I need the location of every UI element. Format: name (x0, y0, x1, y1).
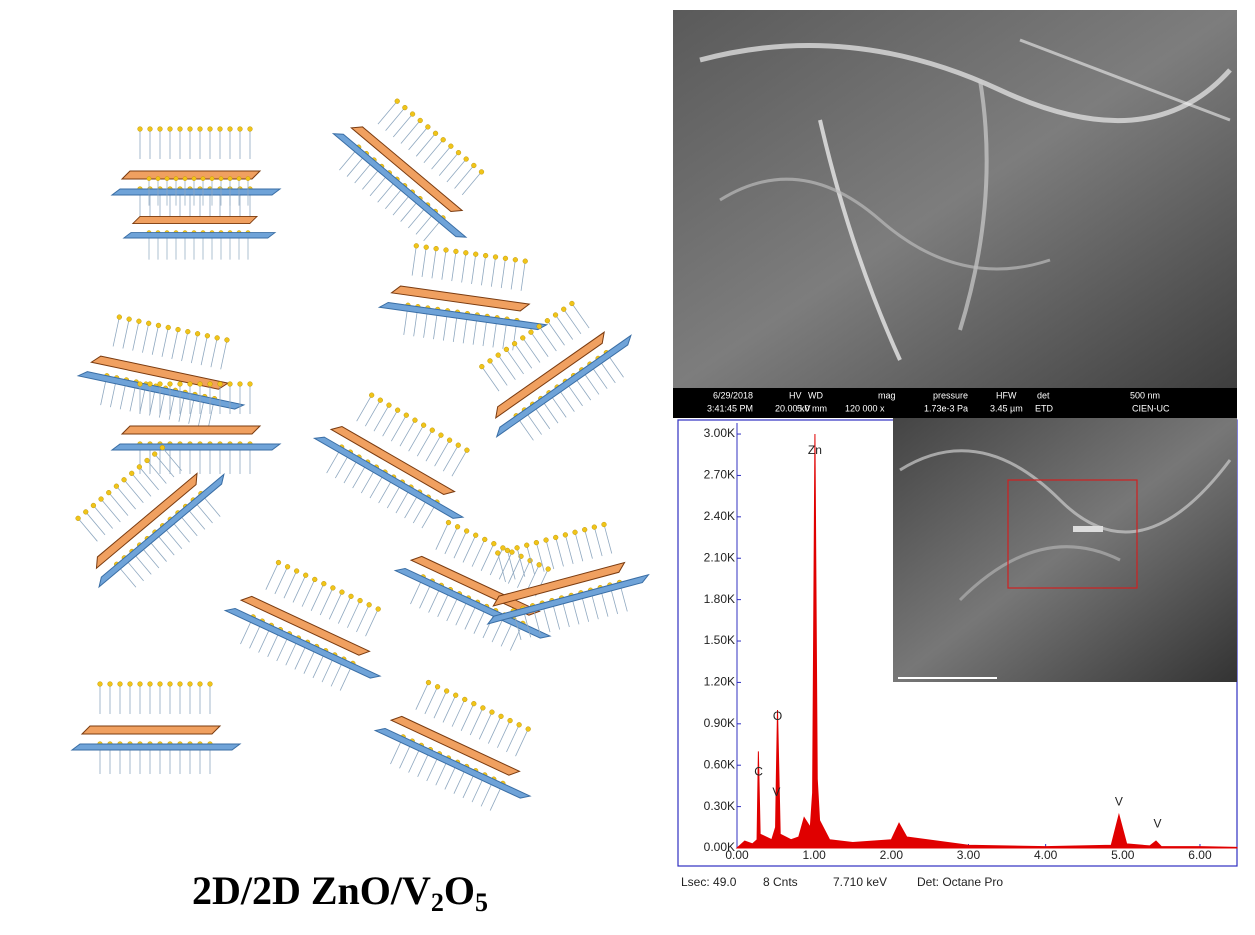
schematic (55, 81, 656, 823)
x-tick-label: 2.00 (880, 848, 904, 862)
caption: 2D/2D ZnO/V2O5 (192, 868, 488, 917)
peak-label: O (773, 709, 782, 723)
x-tick-label: 4.00 (1034, 848, 1058, 862)
sem-info-text: pressure (933, 390, 968, 400)
x-tick-label: 6.00 (1188, 848, 1212, 862)
caption-sub: 5 (475, 888, 488, 917)
x-tick-label: 1.00 (802, 848, 826, 862)
y-tick-label: 2.10K (704, 550, 735, 564)
y-tick-label: 1.50K (704, 633, 735, 647)
sem-info-text: HV (789, 390, 802, 400)
sem-info-text: WD (808, 390, 823, 400)
peak-label: V (1154, 817, 1162, 831)
footer-text: 7.710 keV (833, 875, 887, 889)
peak-label: C (754, 764, 763, 778)
sem-info-text: CIEN-UC (1132, 403, 1170, 413)
peak-label: V (772, 785, 780, 799)
sem-info-text: 20.00 kV (775, 403, 811, 413)
caption-text: 2D/2D ZnO/V (192, 868, 431, 913)
sem-info-text: 500 nm (1130, 390, 1160, 400)
y-tick-label: 2.70K (704, 468, 735, 482)
sem-info-text: mag (878, 390, 896, 400)
sem-info-text: 5.0 mm (797, 403, 827, 413)
sem-info-text: 3:41:45 PM (707, 403, 753, 413)
footer-text: Det: Octane Pro (917, 875, 1003, 889)
y-tick-label: 0.90K (704, 716, 735, 730)
y-tick-label: 2.40K (704, 509, 735, 523)
x-tick-label: 5.00 (1111, 848, 1135, 862)
footer-text: 8 Cnts (763, 875, 798, 889)
eds-panel: 0.00K 0.30K 0.60K 0.90K 1.20K 1.50K 1.80K 2.10K… (677, 418, 1238, 889)
x-tick-label: 0.00 (725, 848, 749, 862)
sem-info-text: 3.45 µm (990, 403, 1023, 413)
y-tick-label: 0.00K (704, 840, 735, 854)
x-tick-label: 3.00 (957, 848, 981, 862)
sem-image (673, 10, 1237, 418)
footer-text: Lsec: 49.0 (681, 875, 737, 889)
sem-info-bar: 6/29/2018 3:41:45 PM HV 20.00 kV WD 5.0 mm mag… (707, 390, 1170, 413)
y-tick-label: 1.20K (704, 675, 735, 689)
y-tick-label: 0.30K (704, 799, 735, 813)
y-tick-label: 3.00K (704, 426, 735, 440)
peak-label: Zn (808, 443, 822, 457)
spectrum (735, 434, 1238, 849)
y-tick-label: 0.60K (704, 757, 735, 771)
sem-info-text: 1.73e-3 Pa (924, 403, 968, 413)
inset-image (893, 418, 1237, 682)
sem-info-text: 6/29/2018 (713, 390, 753, 400)
peak-label: V (1115, 795, 1123, 809)
sem-info-text: HFW (996, 390, 1017, 400)
caption-sub: 2 (431, 888, 444, 917)
caption-text: O (444, 868, 475, 913)
sem-info-text: 120 000 x (845, 403, 885, 413)
y-tick-label: 1.80K (704, 592, 735, 606)
sem-info-text: det (1037, 390, 1050, 400)
sem-info-text: ETD (1035, 403, 1054, 413)
